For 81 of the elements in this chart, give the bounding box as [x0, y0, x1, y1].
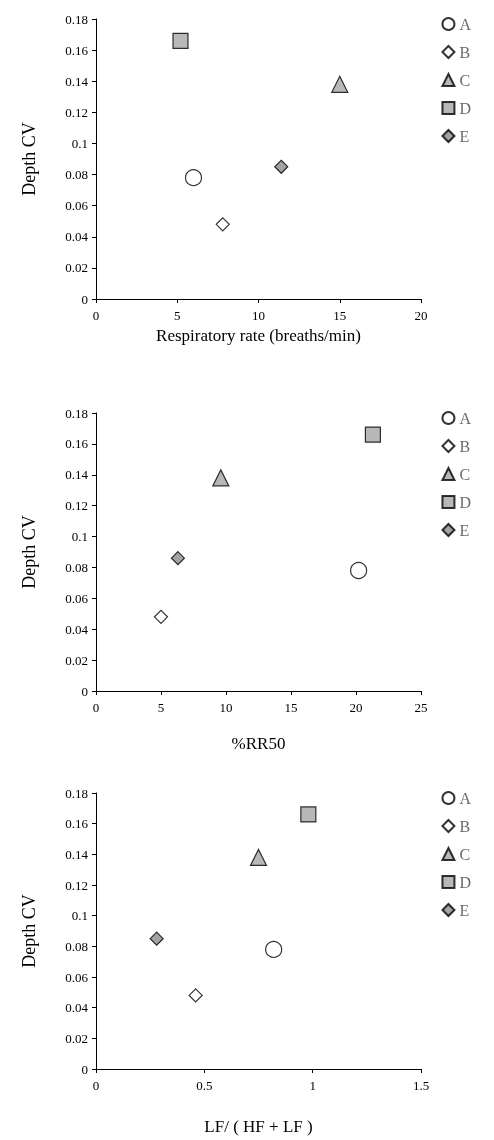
- y-tick-label: 0.14: [65, 467, 89, 483]
- y-tick-label: 0.06: [65, 198, 89, 214]
- y-tick-label: 0: [81, 1061, 88, 1077]
- point: [170, 551, 185, 566]
- y-tick-label: 0.12: [65, 877, 88, 893]
- x-axis-title: %RR50: [231, 734, 286, 753]
- x-tick-label: 1: [309, 1078, 316, 1093]
- point: [212, 469, 230, 487]
- y-tick-label: 0.02: [65, 260, 88, 276]
- x-axis-title: LF/ ( HF + LF ): [204, 1117, 313, 1136]
- point: [274, 159, 289, 174]
- x-tick-label: 5: [174, 308, 181, 323]
- point: [364, 426, 381, 443]
- y-tick-label: 0.14: [65, 73, 89, 89]
- x-tick-label: 25: [414, 700, 428, 715]
- legend-label: D: [459, 99, 472, 117]
- x-tick-label: 5: [157, 700, 165, 715]
- y-tick-label: 0.1: [71, 529, 88, 545]
- legend-label: C: [459, 845, 471, 863]
- x-tick-label: 10: [219, 700, 233, 715]
- y-tick-label: 0.18: [65, 405, 88, 421]
- legend-label: A: [459, 789, 472, 807]
- x-tick-label: 0: [92, 308, 100, 323]
- y-tick-label: 0.08: [65, 559, 88, 575]
- point: [188, 988, 203, 1003]
- y-tick-label: 0.04: [65, 621, 89, 637]
- x-tick-label: 15: [284, 700, 298, 715]
- point: [215, 217, 230, 232]
- x-tick-label: 20: [414, 308, 428, 323]
- y-tick-label: 0.08: [65, 938, 88, 954]
- legend-label: A: [459, 15, 472, 33]
- y-tick-label: 0.1: [71, 135, 88, 151]
- point: [153, 609, 169, 624]
- y-axis-title: Depth CV: [19, 515, 39, 589]
- legend-label: E: [459, 521, 470, 539]
- x-axis-title: Respiratory rate (breaths/min): [156, 325, 361, 345]
- x-tick-label: 15: [333, 308, 347, 323]
- y-tick-label: 0.18: [65, 785, 88, 801]
- y-tick-label: 0.1: [71, 908, 88, 924]
- legend-label: E: [459, 901, 470, 919]
- point: [184, 169, 203, 187]
- point: [172, 32, 189, 49]
- legend-label: B: [459, 437, 471, 455]
- x-tick-label: 20: [349, 700, 363, 715]
- x-tick-label: 0: [92, 700, 100, 715]
- y-tick-label: 0.12: [65, 104, 88, 120]
- legend-label: C: [459, 465, 471, 483]
- legend-label: A: [459, 409, 472, 427]
- y-tick-label: 0.06: [65, 969, 89, 985]
- y-axis-title: Depth CV: [19, 122, 39, 196]
- y-tick-label: 0.14: [65, 846, 89, 862]
- x-tick-label: 10: [252, 308, 265, 323]
- y-tick-label: 0.02: [65, 1030, 88, 1046]
- x-tick-label: 0: [92, 1078, 100, 1093]
- point: [149, 931, 164, 946]
- y-tick-label: 0.16: [65, 816, 89, 832]
- legend-label: C: [459, 71, 471, 89]
- legend-label: B: [459, 43, 471, 61]
- y-tick-label: 0.06: [65, 590, 89, 606]
- y-tick-label: 0: [81, 291, 88, 307]
- point: [249, 848, 268, 866]
- y-tick-label: 0.02: [65, 652, 88, 668]
- y-tick-label: 0.16: [65, 42, 89, 58]
- legend-label: D: [459, 873, 472, 891]
- point: [265, 940, 283, 958]
- point: [331, 75, 349, 93]
- y-axis-title: Depth CV: [19, 894, 39, 968]
- y-tick-label: 0.04: [65, 229, 89, 245]
- y-tick-label: 0: [81, 683, 88, 699]
- y-tick-label: 0.04: [65, 1000, 89, 1016]
- legend-label: E: [459, 127, 470, 145]
- y-tick-label: 0.12: [65, 498, 88, 514]
- y-tick-label: 0.08: [65, 167, 88, 183]
- point: [300, 806, 317, 823]
- x-tick-label: 1.5: [412, 1078, 430, 1093]
- legend-label: B: [459, 817, 471, 835]
- legend-label: D: [459, 493, 472, 511]
- y-tick-label: 0.16: [65, 436, 89, 452]
- y-tick-label: 0.18: [65, 11, 88, 27]
- point: [350, 561, 368, 580]
- x-tick-label: 0.5: [196, 1078, 213, 1093]
